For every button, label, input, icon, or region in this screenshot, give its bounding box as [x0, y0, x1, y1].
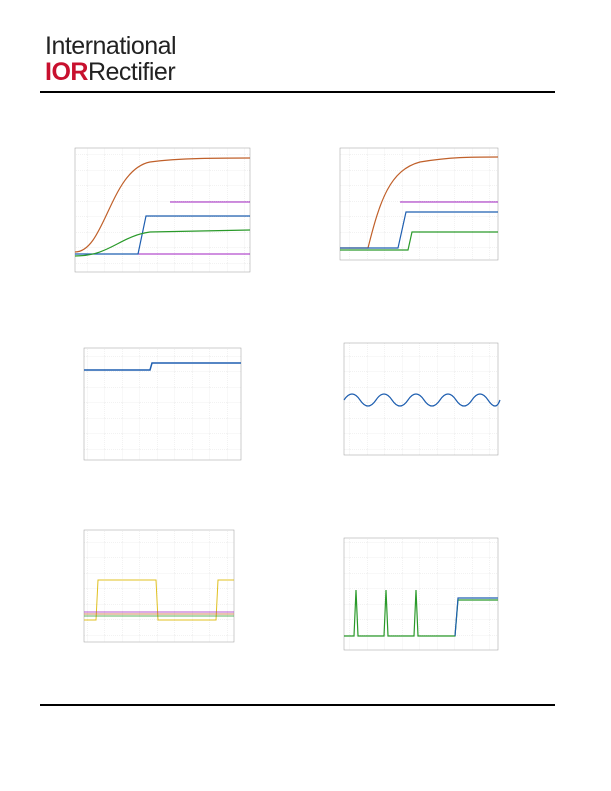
scope	[83, 529, 235, 643]
scope	[74, 147, 251, 273]
scope	[343, 342, 501, 456]
scope	[339, 147, 499, 261]
divider	[40, 704, 555, 706]
logo-mark: IOR	[45, 58, 88, 86]
logo-text: Rectifier	[87, 58, 176, 86]
logo-text: IORRectifier	[45, 58, 176, 87]
divider	[40, 91, 555, 93]
logo-text: International	[45, 32, 177, 60]
scope	[83, 347, 242, 461]
scope	[343, 537, 499, 651]
